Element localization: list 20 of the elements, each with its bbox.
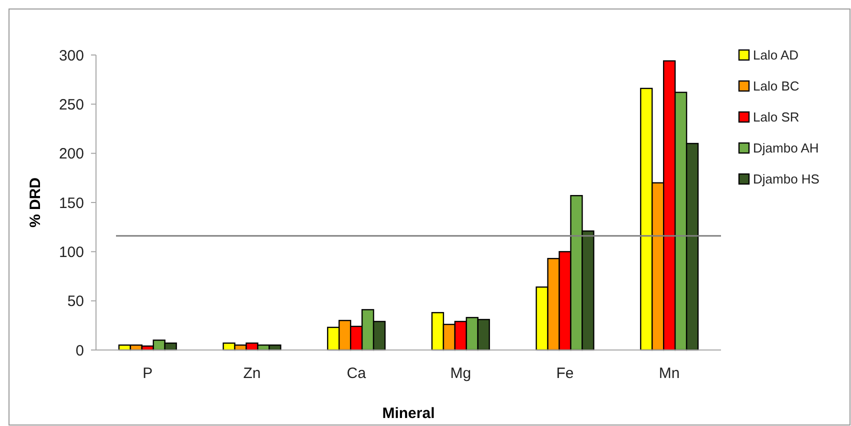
x-tick-label: Mn [658,365,680,382]
y-tick-label: 0 [76,342,84,360]
y-tick-label: 100 [58,244,84,261]
x-tick-label: Fe [556,365,574,382]
legend-label: Lalo AD [753,48,799,63]
x-tick-label: Zn [243,365,261,382]
y-tick-label: 50 [67,293,84,310]
legend-label: Lalo SR [753,110,800,125]
y-tick-label: 150 [58,194,84,212]
x-tick-label: Mg [450,365,472,382]
y-tick-label: 250 [58,96,84,114]
y-tick-label: 200 [58,146,84,163]
x-axis-title: Mineral [382,405,435,422]
y-axis-title: % DRD [27,177,44,228]
legend-label: Djambo AH [753,140,819,156]
legend-label: Djambo HS [753,172,820,187]
y-tick-label: 300 [58,47,84,64]
x-tick-label: P [142,365,153,382]
x-tick-label: Ca [346,365,367,382]
legend-label: Lalo BC [753,78,800,94]
